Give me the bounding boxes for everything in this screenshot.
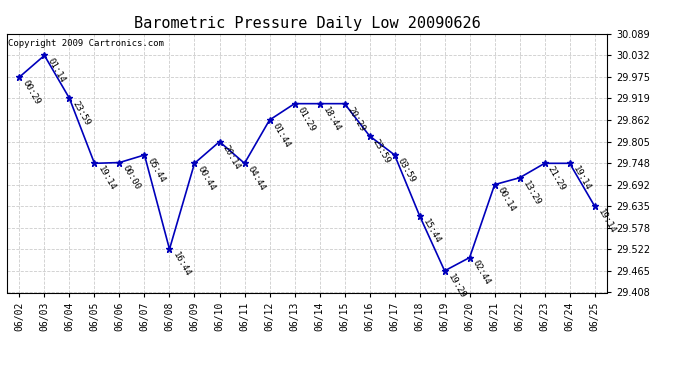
Text: 00:29: 00:29 xyxy=(21,78,42,106)
Text: 19:14: 19:14 xyxy=(96,165,117,192)
Text: 00:14: 00:14 xyxy=(496,186,518,214)
Text: 15:44: 15:44 xyxy=(421,217,442,245)
Title: Barometric Pressure Daily Low 20090626: Barometric Pressure Daily Low 20090626 xyxy=(134,16,480,31)
Text: 00:44: 00:44 xyxy=(196,165,217,192)
Text: 13:29: 13:29 xyxy=(521,179,542,207)
Text: 23:59: 23:59 xyxy=(71,100,92,128)
Text: 19:14: 19:14 xyxy=(571,165,592,192)
Text: Copyright 2009 Cartronics.com: Copyright 2009 Cartronics.com xyxy=(8,39,164,48)
Text: 18:44: 18:44 xyxy=(321,105,342,133)
Text: 01:14: 01:14 xyxy=(46,57,67,85)
Text: 04:44: 04:44 xyxy=(246,165,267,192)
Text: 21:29: 21:29 xyxy=(546,165,567,192)
Text: 02:44: 02:44 xyxy=(471,259,492,287)
Text: 05:44: 05:44 xyxy=(146,156,167,184)
Text: 01:44: 01:44 xyxy=(271,122,292,149)
Text: 23:59: 23:59 xyxy=(371,137,392,165)
Text: 20:14: 20:14 xyxy=(221,143,242,171)
Text: 01:29: 01:29 xyxy=(296,105,317,133)
Text: 16:44: 16:44 xyxy=(171,251,192,278)
Text: 20:29: 20:29 xyxy=(346,105,367,133)
Text: 19:14: 19:14 xyxy=(596,208,618,236)
Text: 19:29: 19:29 xyxy=(446,272,467,300)
Text: 03:59: 03:59 xyxy=(396,156,417,184)
Text: 00:00: 00:00 xyxy=(121,164,142,192)
